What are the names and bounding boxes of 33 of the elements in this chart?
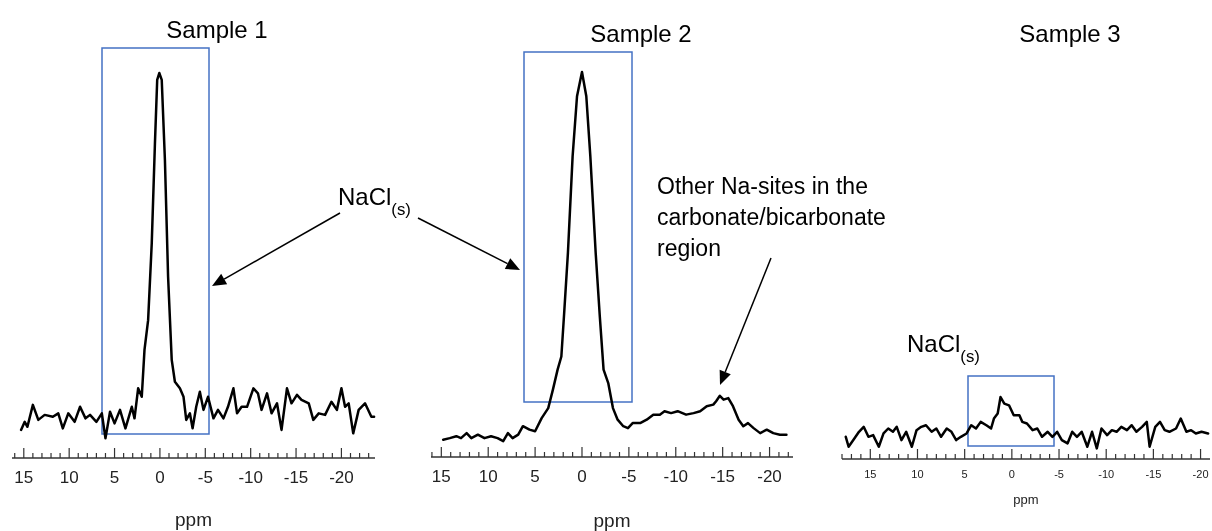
x-tick-label: 10 <box>478 467 498 486</box>
annotation: Other Na-sites in the carbonate/bicarbonate region <box>657 173 886 261</box>
x-tick-label: -5 <box>621 467 637 486</box>
x-tick-label: 5 <box>530 467 540 486</box>
x-tick-label: 0 <box>1008 468 1015 480</box>
x-tick-label: -5 <box>197 468 213 487</box>
x-tick-label: -15 <box>710 467 735 486</box>
x-tick-label: 10 <box>911 468 924 480</box>
x-tick-label: -15 <box>1145 468 1162 480</box>
x-tick-label: 0 <box>155 468 165 487</box>
x-tick-label: 0 <box>577 467 587 486</box>
x-tick-label: -5 <box>1054 468 1064 480</box>
chart-title: Sample 2 <box>590 20 692 47</box>
x-tick-label: -10 <box>1098 468 1115 480</box>
chart-title: Sample 1 <box>166 16 268 43</box>
annotation: NaCl$_{(s)}$ <box>338 183 411 219</box>
text: NaCl$_{(s)}$ <box>907 330 980 366</box>
x-tick-label: -20 <box>329 468 354 487</box>
x-tick-label: 15 <box>431 467 451 486</box>
x-axis-title: ppm <box>593 510 631 531</box>
x-tick-label: 5 <box>961 468 968 480</box>
x-tick-label: -20 <box>757 467 782 486</box>
x-tick-label: -10 <box>663 467 689 486</box>
x-axis-title: ppm <box>175 509 212 530</box>
x-tick-label: -15 <box>283 468 309 487</box>
chart-title: Sample 3 <box>1019 20 1121 47</box>
x-tick-label: 10 <box>59 468 79 487</box>
x-tick-label: 5 <box>109 468 120 487</box>
x-tick-label: 15 <box>14 468 34 487</box>
x-tick-label: 15 <box>864 468 877 480</box>
x-axis-title: ppm <box>1013 492 1039 507</box>
x-tick-label: -10 <box>238 468 263 487</box>
x-tick-label: -20 <box>1192 468 1209 480</box>
